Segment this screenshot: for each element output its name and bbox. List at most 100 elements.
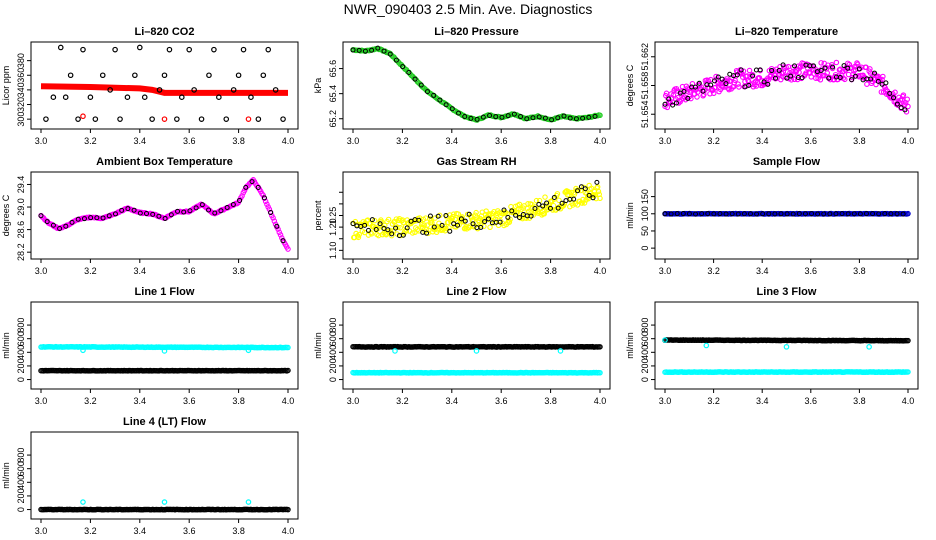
overlay-point <box>845 211 851 217</box>
x-tick-label: 3.2 <box>707 396 720 406</box>
y-tick-label: 1.20 <box>328 218 338 236</box>
overlay-point <box>662 211 668 217</box>
overlay-point <box>590 195 596 201</box>
data-point <box>429 220 435 226</box>
data-point <box>216 94 222 101</box>
overlay-point <box>662 101 668 107</box>
overlay-point <box>555 115 561 121</box>
overlay-point <box>501 207 507 213</box>
x-tick-label: 3.0 <box>35 136 48 146</box>
data-point <box>425 230 431 236</box>
x-tick-label: 3.6 <box>805 266 818 276</box>
plot-frame <box>30 171 299 260</box>
series-spikes <box>80 347 252 354</box>
overlay-point <box>717 211 723 217</box>
overlay-point <box>561 113 567 119</box>
y-tick-label: 800 <box>328 318 338 333</box>
plot-frame <box>342 41 611 130</box>
overlay-point <box>406 69 412 75</box>
data-point <box>713 73 719 80</box>
y-tick-label: 65.2 <box>328 110 338 128</box>
overlay-point <box>790 211 796 217</box>
data-point <box>556 197 562 204</box>
overlay-point <box>474 116 480 122</box>
data-point <box>206 72 212 79</box>
data-point <box>285 506 291 513</box>
overlay-point <box>754 211 760 217</box>
overlay-point <box>505 113 511 119</box>
overlay-point <box>38 213 44 219</box>
x-tick-label: 3.6 <box>183 266 196 276</box>
panel-title: Line 4 (LT) Flow <box>123 416 206 428</box>
data-point <box>87 94 94 101</box>
overlay-point <box>268 210 274 216</box>
overlay-point <box>447 228 453 234</box>
data-point <box>255 116 262 122</box>
series-sample-line <box>350 343 603 350</box>
data-point <box>137 44 143 51</box>
overlay-point <box>575 188 581 194</box>
data-point <box>80 46 86 53</box>
y-tick-label: 0 <box>16 507 26 512</box>
y-tick-label: 300 <box>16 112 26 127</box>
overlay-point <box>900 211 906 217</box>
overlay-point <box>891 95 897 101</box>
data-point <box>149 116 155 122</box>
x-tick-label: 3.2 <box>396 396 409 406</box>
data-point <box>277 232 284 238</box>
overlay-point <box>830 64 836 70</box>
data-point <box>740 68 747 74</box>
overlay-point <box>50 222 56 228</box>
x-tick-label: 3.4 <box>756 266 769 276</box>
overlay-point <box>784 211 790 217</box>
overlay-point <box>761 79 767 85</box>
data-point <box>478 222 484 228</box>
panel-title: Ambient Box Temperature <box>96 156 233 168</box>
overlay-point <box>549 117 555 123</box>
x-tick-label: 3.0 <box>347 396 360 406</box>
data-point <box>198 116 205 122</box>
y-axis-label: ml/min <box>1 332 11 359</box>
x-tick-label: 4.0 <box>282 266 295 276</box>
series-line <box>40 83 288 96</box>
data-point <box>275 226 281 232</box>
data-point <box>270 215 276 221</box>
overlay-point <box>750 73 756 79</box>
overlay-point <box>796 211 802 217</box>
overlay-point <box>536 114 542 120</box>
data-point <box>847 65 853 72</box>
data-point <box>156 87 163 93</box>
y-tick-label: 65.6 <box>328 60 338 78</box>
x-tick-label: 3.8 <box>232 266 245 276</box>
y-tick-label: 51.662 <box>640 43 650 71</box>
y-tick-label: 360 <box>16 68 26 83</box>
overlay-point <box>849 77 855 83</box>
overlay-point <box>524 116 530 122</box>
data-point <box>265 46 272 53</box>
overlay-point <box>772 211 778 217</box>
y-tick-label: 29.0 <box>16 198 26 216</box>
overlay-point <box>439 222 445 228</box>
y-tick-label: 600 <box>640 331 650 346</box>
data-point <box>80 113 86 120</box>
overlay-point <box>769 68 775 74</box>
overlay-point <box>424 230 430 236</box>
overlay-point <box>373 226 379 232</box>
x-tick-label: 3.2 <box>84 266 97 276</box>
overlay-point <box>578 184 584 190</box>
data-point <box>880 73 886 80</box>
figure-title: NWR_090403 2.5 Min. Ave. Diagnostics <box>344 1 593 17</box>
y-tick-label: 400 <box>16 475 26 490</box>
overlay-point <box>876 211 882 217</box>
y-tick-label: 320 <box>16 97 26 112</box>
x-tick-label: 3.2 <box>707 136 720 146</box>
data-point <box>694 94 700 100</box>
overlay-point <box>674 211 680 217</box>
overlay-point <box>757 67 763 73</box>
overlay-point <box>416 217 422 223</box>
data-point <box>842 76 848 83</box>
data-point <box>230 87 237 93</box>
y-tick-label: 0 <box>640 377 650 382</box>
panel-title: Line 3 Flow <box>757 286 817 298</box>
